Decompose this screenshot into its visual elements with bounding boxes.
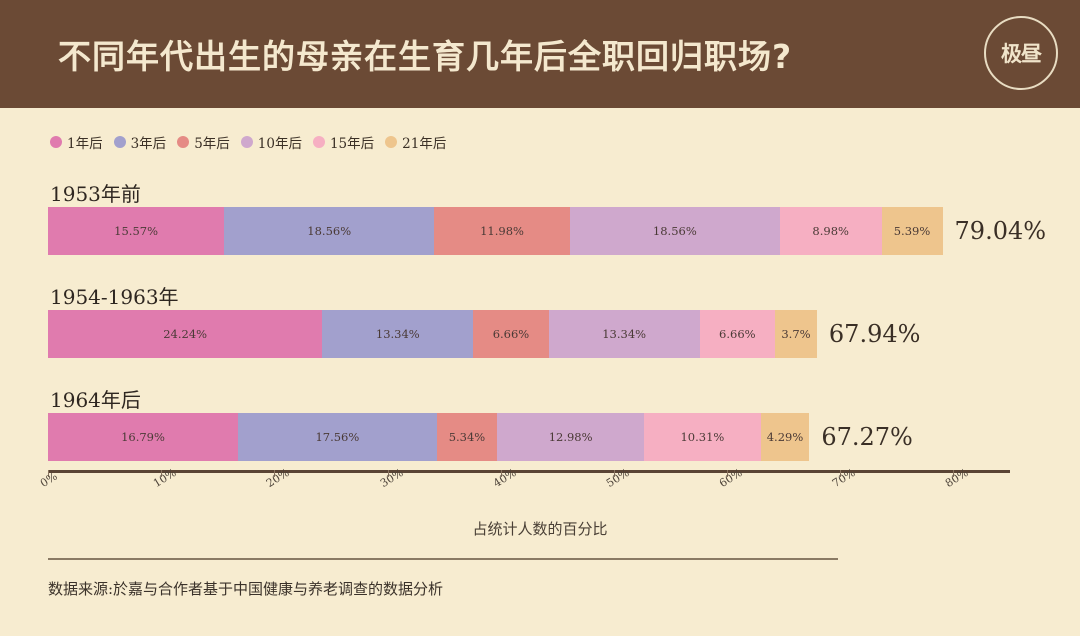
row-total-label: 79.04% <box>954 217 1047 245</box>
bar-segment[interactable]: 4.29% <box>760 413 810 461</box>
bar-segment[interactable]: 11.98% <box>434 207 570 255</box>
legend-swatch-icon <box>240 136 253 148</box>
chart-row: 1954-1963年 24.24% 13.34% 6.66% 13.34% 6.66% 3.… <box>48 285 920 358</box>
bar-segment[interactable]: 6.66% <box>699 310 776 358</box>
axis-tick-mark <box>613 470 615 477</box>
legend-item-10年后[interactable]: 10年后 <box>240 132 302 152</box>
brand-logo: 极昼 <box>984 16 1058 90</box>
bar-segment[interactable]: 5.34% <box>436 413 498 461</box>
bar-segment[interactable]: 6.66% <box>473 310 549 358</box>
bar-segment[interactable]: 15.57% <box>48 207 225 255</box>
axis-tick-mark <box>840 470 842 477</box>
legend-item-15年后[interactable]: 15年后 <box>312 132 375 152</box>
header-banner: 不同年代出生的母亲在生育几年后全职回归职场? 极昼 <box>0 0 1080 108</box>
chart-legend: 1年后 3年后 5年后 10年后 15年后 21年后 <box>50 132 446 152</box>
bar-segment[interactable]: 18.56% <box>569 207 780 255</box>
footer-divider <box>48 558 838 560</box>
bar-segment[interactable]: 3.7% <box>775 310 817 358</box>
axis-tick-mark <box>727 470 729 477</box>
axis-tick-mark <box>953 470 955 477</box>
legend-item-5年后[interactable]: 5年后 <box>177 132 230 152</box>
legend-swatch-icon <box>385 136 398 148</box>
chart-row: 1953年前 15.57% 18.56% 11.98% 18.56% 8.98% 5.39%… <box>48 182 1046 255</box>
bar-segment[interactable]: 18.56% <box>224 207 435 255</box>
bar-segment[interactable]: 13.34% <box>322 310 474 358</box>
bar-segment[interactable]: 17.56% <box>238 413 437 461</box>
x-axis-line <box>48 470 1010 473</box>
page-title: 不同年代出生的母亲在生育几年后全职回归职场? <box>58 37 793 76</box>
legend-item-3年后[interactable]: 3年后 <box>113 132 167 152</box>
legend-item-label: 21年后 <box>402 136 447 152</box>
axis-tick-mark <box>387 470 389 477</box>
axis-tick-mark <box>161 470 163 477</box>
stacked-bar: 16.79% 17.56% 5.34% 12.98% 10.31% 4.29% <box>48 413 810 461</box>
legend-swatch-icon <box>312 136 325 148</box>
stacked-bar: 24.24% 13.34% 6.66% 13.34% 6.66% 3.7% <box>48 310 817 358</box>
row-total-label: 67.94% <box>828 320 921 348</box>
legend-item-label: 15年后 <box>329 136 375 152</box>
row-label: 1953年前 <box>50 182 141 206</box>
axis-tick-mark <box>274 470 276 477</box>
bar-segment[interactable]: 16.79% <box>48 413 239 461</box>
source-note: 数据来源:於嘉与合作者基于中国健康与养老调查的数据分析 <box>48 580 444 598</box>
x-axis-title: 占统计人数的百分比 <box>472 520 608 538</box>
bar-segment[interactable]: 10.31% <box>644 413 761 461</box>
bar-segment[interactable]: 5.39% <box>881 207 943 255</box>
legend-item-label: 3年后 <box>130 136 167 152</box>
legend-swatch-icon <box>177 136 190 148</box>
row-label: 1964年后 <box>50 388 141 412</box>
row-label: 1954-1963年 <box>50 285 179 309</box>
bar-segment[interactable]: 24.24% <box>48 310 323 358</box>
legend-item-21年后[interactable]: 21年后 <box>385 132 446 152</box>
legend-item-label: 10年后 <box>257 136 302 152</box>
bar-segment[interactable]: 13.34% <box>548 310 700 358</box>
axis-tick-mark <box>500 470 502 477</box>
legend-item-label: 1年后 <box>67 136 103 152</box>
legend-swatch-icon <box>50 136 62 148</box>
bar-segment[interactable]: 8.98% <box>779 207 882 255</box>
legend-item-1年后[interactable]: 1年后 <box>50 132 103 152</box>
stacked-bar: 15.57% 18.56% 11.98% 18.56% 8.98% 5.39% <box>48 207 943 255</box>
legend-item-label: 5年后 <box>194 136 230 152</box>
axis-tick-mark <box>48 470 49 477</box>
chart-row: 1964年后 16.79% 17.56% 5.34% 12.98% 10.31% 4.29%… <box>48 388 913 461</box>
legend-swatch-icon <box>113 136 126 148</box>
bar-segment[interactable]: 12.98% <box>497 413 645 461</box>
row-total-label: 67.27% <box>821 423 913 451</box>
